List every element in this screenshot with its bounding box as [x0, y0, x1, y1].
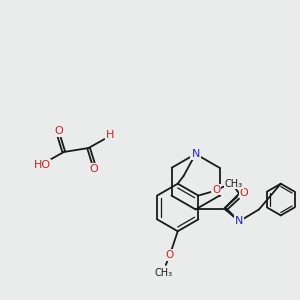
Text: O: O [212, 184, 220, 195]
Text: O: O [166, 250, 174, 260]
Text: HO: HO [33, 160, 51, 170]
Text: CH₃: CH₃ [155, 268, 173, 278]
Text: O: O [55, 126, 63, 136]
Text: H: H [106, 130, 115, 140]
Text: N: N [191, 149, 200, 159]
Text: CH₃: CH₃ [225, 179, 243, 189]
Text: O: O [240, 188, 248, 198]
Text: N: N [235, 216, 243, 226]
Text: O: O [89, 164, 98, 174]
